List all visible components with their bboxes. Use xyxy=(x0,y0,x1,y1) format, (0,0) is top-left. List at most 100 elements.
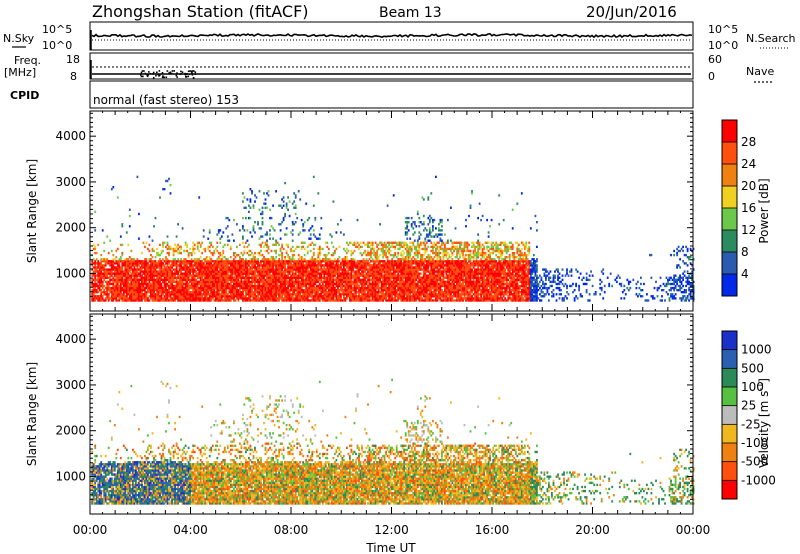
range-cell xyxy=(125,268,128,271)
range-cell xyxy=(327,247,330,251)
range-cell xyxy=(109,272,112,275)
range-cell xyxy=(216,278,219,282)
range-cell xyxy=(251,251,253,255)
range-cell xyxy=(125,262,128,265)
range-cell xyxy=(350,297,353,300)
range-cell xyxy=(356,280,359,284)
range-cell xyxy=(270,289,273,292)
range-cell xyxy=(373,299,376,302)
range-cell xyxy=(284,299,287,302)
range-cell xyxy=(243,249,246,253)
range-cell xyxy=(401,264,404,267)
range-cell xyxy=(294,204,297,207)
range-cell xyxy=(217,256,220,259)
range-cell xyxy=(275,299,278,302)
range-cell xyxy=(106,260,109,263)
range-cell xyxy=(196,276,199,279)
range-cell xyxy=(371,284,374,288)
range-cell xyxy=(407,297,410,300)
range-cell xyxy=(178,297,181,300)
range-cell xyxy=(291,202,294,205)
range-cell xyxy=(297,295,300,298)
range-cell xyxy=(410,289,413,292)
range-cell xyxy=(368,297,371,300)
range-cell xyxy=(234,260,237,263)
range-cell xyxy=(169,247,172,251)
range-cell xyxy=(201,289,204,292)
range-cell xyxy=(318,249,321,253)
range-cell xyxy=(413,221,416,224)
range-cell xyxy=(196,262,199,265)
range-cell xyxy=(315,295,318,298)
range-cell xyxy=(413,286,416,290)
range-cell xyxy=(373,293,376,296)
range-cell xyxy=(148,282,151,286)
range-cell xyxy=(226,286,229,290)
range-cell xyxy=(150,284,152,288)
range-cell xyxy=(198,241,201,244)
range-cell xyxy=(362,297,365,300)
range-cell xyxy=(204,258,207,261)
range-cell xyxy=(419,293,422,296)
range-cell xyxy=(306,293,309,296)
range-cell xyxy=(373,270,376,273)
range-cell xyxy=(332,268,335,271)
range-cell xyxy=(257,258,259,261)
range-cell xyxy=(171,270,174,273)
range-cell xyxy=(415,291,418,294)
range-cell xyxy=(122,278,125,282)
range-cell xyxy=(305,268,308,271)
range-cell xyxy=(94,282,97,286)
range-cell xyxy=(407,251,410,255)
range-cell xyxy=(300,268,303,271)
range-cell xyxy=(243,284,246,288)
range-cell xyxy=(249,291,252,294)
range-cell xyxy=(236,291,238,294)
range-cell xyxy=(392,264,395,267)
range-cell xyxy=(353,295,356,298)
range-cell xyxy=(397,289,400,292)
range-cell xyxy=(321,247,324,251)
range-cell xyxy=(312,204,315,207)
range-cell xyxy=(397,262,400,265)
range-cell xyxy=(397,253,400,257)
range-cell xyxy=(219,280,222,284)
range-cell xyxy=(257,295,259,298)
range-cell xyxy=(401,299,404,302)
range-cell xyxy=(380,299,383,302)
range-cell xyxy=(162,286,164,290)
range-cell xyxy=(104,293,107,296)
range-cell xyxy=(379,297,382,300)
range-cell xyxy=(136,266,139,269)
range-cell xyxy=(220,282,223,286)
range-cell xyxy=(231,233,234,236)
range-cell xyxy=(324,278,327,282)
range-cell xyxy=(202,278,205,282)
range-cell xyxy=(291,249,294,253)
range-cell xyxy=(346,266,348,269)
range-cell xyxy=(314,258,317,261)
range-cell xyxy=(239,270,241,273)
range-cell xyxy=(398,245,401,249)
range-cell xyxy=(270,258,273,261)
range-cell xyxy=(154,295,157,298)
range-cell xyxy=(163,297,166,300)
range-cell xyxy=(400,299,403,302)
nsky-tick-top: 10^5 xyxy=(42,23,72,36)
nave-dip-point xyxy=(184,73,186,76)
range-cell xyxy=(180,258,183,261)
range-cell xyxy=(391,293,394,296)
range-cell xyxy=(136,295,139,298)
range-cell xyxy=(409,260,412,263)
range-cell xyxy=(260,278,262,282)
range-cell xyxy=(157,289,160,292)
range-cell xyxy=(260,291,262,294)
range-cell xyxy=(198,295,201,298)
range-cell xyxy=(389,241,392,244)
range-cell xyxy=(392,245,395,249)
range-cell xyxy=(284,212,287,216)
range-cell xyxy=(397,258,400,261)
range-cell xyxy=(128,282,131,286)
range-cell xyxy=(198,262,201,265)
range-cell xyxy=(198,260,201,263)
